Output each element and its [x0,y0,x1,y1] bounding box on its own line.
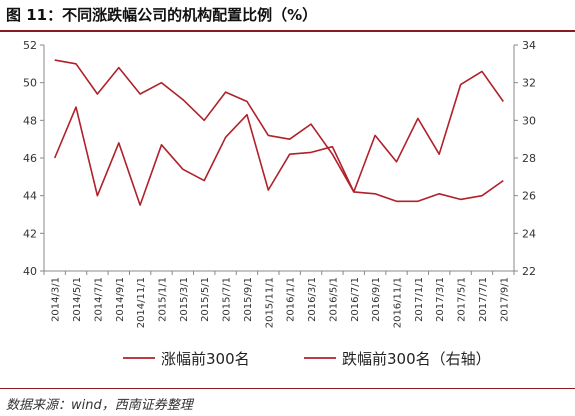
y-left-tick-label: 40 [23,265,37,278]
y-right-tick-label: 26 [522,190,536,203]
x-tick-label: 2016/3/1 [307,277,318,322]
line-chart: 40 42 44 46 48 50 52 22 24 26 28 30 32 34 2014/3/1 2014… [23,39,536,368]
y-left-tick-label: 50 [23,77,37,90]
chart-legend: 涨幅前300名 跌幅前300名（右轴） [123,350,491,368]
y-right-tick-label: 28 [522,152,536,165]
x-tick-label: 2017/5/1 [457,277,468,322]
x-tick-label: 2015/5/1 [200,277,211,322]
y-right-tick-label: 30 [522,114,536,127]
x-tick-label: 2014/7/1 [93,277,104,322]
chart-series [53,59,504,206]
x-tick-label: 2016/1/1 [286,277,297,322]
y-left-tick-label: 48 [23,114,37,127]
figure-source: 数据来源：wind，西南证券整理 [6,398,193,413]
x-tick-label: 2016/9/1 [371,277,382,322]
series-line-2 [54,59,504,203]
x-tick-label: 2016/5/1 [328,277,339,322]
x-tick-label: 2017/9/1 [499,277,510,322]
x-tick-label: 2016/7/1 [350,277,361,322]
series-line-1 [53,70,504,206]
legend-label-1: 涨幅前300名 [161,350,250,368]
y-left-tick-label: 44 [23,190,37,203]
x-tick-label: 2014/5/1 [72,277,83,322]
x-tick-label: 2016/11/1 [393,277,404,328]
y-right-tick-label: 32 [522,77,536,90]
y-left-tick-label: 46 [23,152,37,165]
y-right-tick-label: 24 [522,227,536,240]
x-tick-label: 2017/1/1 [414,277,425,322]
x-tick-label: 2017/7/1 [478,277,489,322]
x-tick-label: 2015/11/1 [264,277,275,328]
title-divider [0,30,575,32]
x-tick-label: 2015/3/1 [179,277,190,322]
figure-title: 图 11：不同涨跌幅公司的机构配置比例（%） [6,6,318,24]
source-divider [0,388,575,389]
x-tick-label: 2014/9/1 [115,277,126,322]
x-tick-label: 2015/1/1 [158,277,169,322]
x-tick-label: 2015/7/1 [222,277,233,322]
y-left-tick-label: 42 [23,227,37,240]
x-tick-label: 2017/3/1 [435,277,446,322]
chart-axes: 40 42 44 46 48 50 52 22 24 26 28 30 32 34 2014/3/1 2014… [23,39,536,328]
y-right-tick-label: 22 [522,265,536,278]
legend-label-2: 跌幅前300名（右轴） [342,350,491,368]
y-right-tick-label: 34 [522,39,536,52]
x-tick-label: 2015/9/1 [243,277,254,322]
x-tick-label: 2014/3/1 [51,277,62,322]
y-left-tick-label: 52 [23,39,37,52]
x-tick-label: 2014/11/1 [136,277,147,328]
